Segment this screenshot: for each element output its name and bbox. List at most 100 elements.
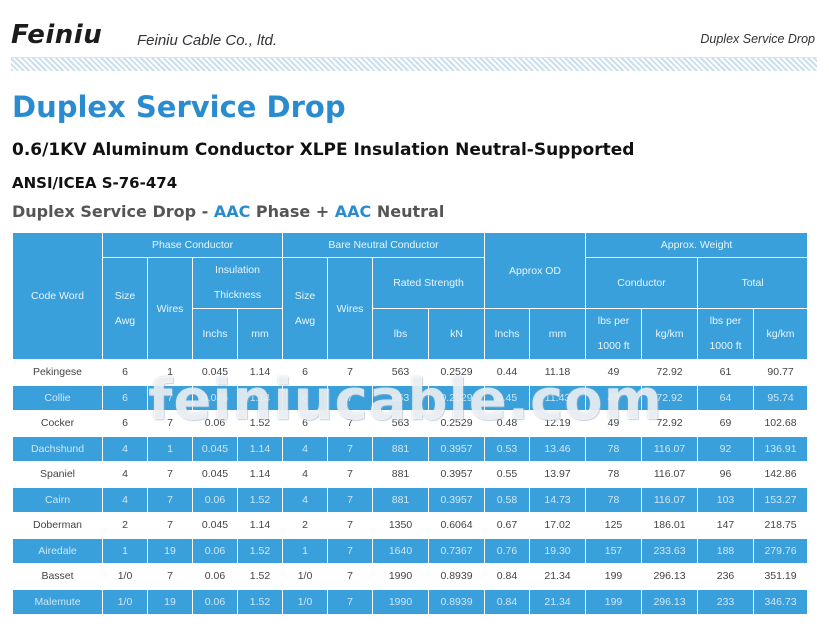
cell-conductor-kg-km: 233.63 <box>641 537 699 564</box>
cell-od-mm: 12.19 <box>529 410 587 437</box>
cell-phase-size: 4 <box>102 461 148 488</box>
cell-insulation-mm: 1.52 <box>236 588 284 615</box>
page-title: Duplex Service Drop <box>12 90 346 124</box>
cell-strength-lbs: 1990 <box>372 563 430 590</box>
cell-phase-wires: 7 <box>147 486 193 513</box>
cell-strength-kn: 0.6064 <box>428 512 486 539</box>
spec-table-body: Pekingese 6 1 0.045 1.14 6 7 563 0.2529 0.44 11.18… <box>12 359 809 615</box>
cell-od-inchs: 0.45 <box>484 384 531 411</box>
cell-neutral-wires: 7 <box>327 410 374 437</box>
cell-insulation-inchs: 0.06 <box>192 563 238 590</box>
cell-od-mm: 21.34 <box>529 563 587 590</box>
header-strength-lbs: lbs <box>372 308 430 360</box>
cell-od-mm: 11.18 <box>529 359 587 386</box>
cell-code-word: Dachshund <box>12 435 103 462</box>
cell-insulation-mm: 1.14 <box>236 461 284 488</box>
cell-od-inchs: 0.84 <box>484 588 531 615</box>
cell-neutral-size: 1/0 <box>282 563 329 590</box>
cell-phase-wires: 19 <box>147 588 193 615</box>
cell-conductor-kg-km: 116.07 <box>641 486 699 513</box>
cell-insulation-mm: 1.52 <box>236 486 284 513</box>
cell-phase-size: 6 <box>102 410 148 437</box>
table-row: Doberman 2 7 0.045 1.14 2 7 1350 0.6064 0.67 17.02… <box>12 512 809 539</box>
cell-total-lbs-per-1000ft: 96 <box>697 461 755 488</box>
cell-neutral-wires: 7 <box>327 512 374 539</box>
cell-neutral-size: 4 <box>282 461 329 488</box>
cell-phase-size: 4 <box>102 486 148 513</box>
cell-total-kg-km: 102.68 <box>753 410 809 437</box>
cell-neutral-size: 4 <box>282 435 329 462</box>
cell-od-inchs: 0.53 <box>484 435 531 462</box>
cell-od-inchs: 0.67 <box>484 512 531 539</box>
header-od-inchs: Inchs <box>484 308 531 360</box>
cell-strength-kn: 0.8939 <box>428 588 486 615</box>
cell-phase-wires: 1 <box>147 435 193 462</box>
cell-strength-kn: 0.3957 <box>428 435 486 462</box>
cell-neutral-size: 1 <box>282 537 329 564</box>
company-name: Feiniu Cable Co., ltd. <box>137 32 278 49</box>
cell-code-word: Airedale <box>12 537 103 564</box>
cell-total-lbs-per-1000ft: 188 <box>697 537 755 564</box>
cell-od-mm: 13.46 <box>529 435 587 462</box>
cell-conductor-lbs-per-1000ft: 78 <box>585 435 643 462</box>
cell-phase-size: 1 <box>102 537 148 564</box>
cell-od-inchs: 0.48 <box>484 410 531 437</box>
table-row: Spaniel 4 7 0.045 1.14 4 7 881 0.3957 0.55 13.97 78… <box>12 461 809 488</box>
cell-code-word: Collie <box>12 384 103 411</box>
cell-total-lbs-per-1000ft: 233 <box>697 588 755 615</box>
cell-total-lbs-per-1000ft: 92 <box>697 435 755 462</box>
cell-neutral-wires: 7 <box>327 461 374 488</box>
header-od-mm: mm <box>529 308 587 360</box>
cell-total-kg-km: 279.76 <box>753 537 809 564</box>
cell-neutral-size: 6 <box>282 410 329 437</box>
cell-phase-wires: 7 <box>147 461 193 488</box>
cell-neutral-wires: 7 <box>327 486 374 513</box>
cell-total-lbs-per-1000ft: 69 <box>697 410 755 437</box>
table-row: Basset 1/0 7 0.06 1.52 1/0 7 1990 0.8939 0.84 21.3… <box>12 563 809 590</box>
cell-total-lbs-per-1000ft: 147 <box>697 512 755 539</box>
cell-conductor-kg-km: 116.07 <box>641 461 699 488</box>
cell-phase-wires: 7 <box>147 512 193 539</box>
cell-neutral-size: 6 <box>282 384 329 411</box>
cell-conductor-lbs-per-1000ft: 157 <box>585 537 643 564</box>
heading-neutral-material: AAC <box>334 202 372 221</box>
heading-neutral-word: Neutral <box>371 202 445 221</box>
header-total-kg-km: kg/km <box>753 308 809 360</box>
cell-conductor-lbs-per-1000ft: 199 <box>585 563 643 590</box>
cell-total-kg-km: 95.74 <box>753 384 809 411</box>
cell-code-word: Pekingese <box>12 359 103 386</box>
cell-phase-size: 4 <box>102 435 148 462</box>
cell-strength-lbs: 563 <box>372 410 430 437</box>
cell-conductor-kg-km: 72.92 <box>641 359 699 386</box>
table-row: Airedale 1 19 0.06 1.52 1 7 1640 0.7367 0.76 19.30… <box>12 537 809 564</box>
cell-total-kg-km: 142.86 <box>753 461 809 488</box>
brand-logo: Feiniu <box>11 20 103 50</box>
cell-phase-wires: 7 <box>147 384 193 411</box>
header-phase-size: Size Awg <box>102 257 148 360</box>
header-lbs-per-label: lbs per <box>709 315 742 327</box>
cell-total-lbs-per-1000ft: 103 <box>697 486 755 513</box>
cell-od-mm: 21.34 <box>529 588 587 615</box>
cell-code-word: Doberman <box>12 512 103 539</box>
cell-phase-wires: 7 <box>147 563 193 590</box>
header-phase-conductor: Phase Conductor <box>101 232 284 258</box>
header-insulation-inchs: Inchs <box>192 308 238 360</box>
header-section-label: Duplex Service Drop <box>700 32 815 46</box>
heading-phase-material: AAC <box>213 202 251 221</box>
cell-insulation-inchs: 0.045 <box>192 435 238 462</box>
cell-conductor-kg-km: 72.92 <box>641 384 699 411</box>
cell-conductor-lbs-per-1000ft: 125 <box>585 512 643 539</box>
cell-strength-kn: 0.8939 <box>428 563 486 590</box>
cell-strength-lbs: 881 <box>372 435 430 462</box>
cell-insulation-mm: 1.52 <box>236 563 284 590</box>
spec-table: Code Word Phase Conductor Bare Neutral C… <box>12 232 809 615</box>
cell-total-lbs-per-1000ft: 64 <box>697 384 755 411</box>
cell-strength-lbs: 1640 <box>372 537 430 564</box>
cell-od-mm: 13.97 <box>529 461 587 488</box>
header-approx-weight: Approx. Weight <box>585 232 809 258</box>
cell-conductor-lbs-per-1000ft: 78 <box>585 461 643 488</box>
header-size-label: Size <box>294 289 316 302</box>
cell-insulation-inchs: 0.045 <box>192 512 238 539</box>
cell-phase-size: 6 <box>102 359 148 386</box>
cell-phase-wires: 7 <box>147 410 193 437</box>
